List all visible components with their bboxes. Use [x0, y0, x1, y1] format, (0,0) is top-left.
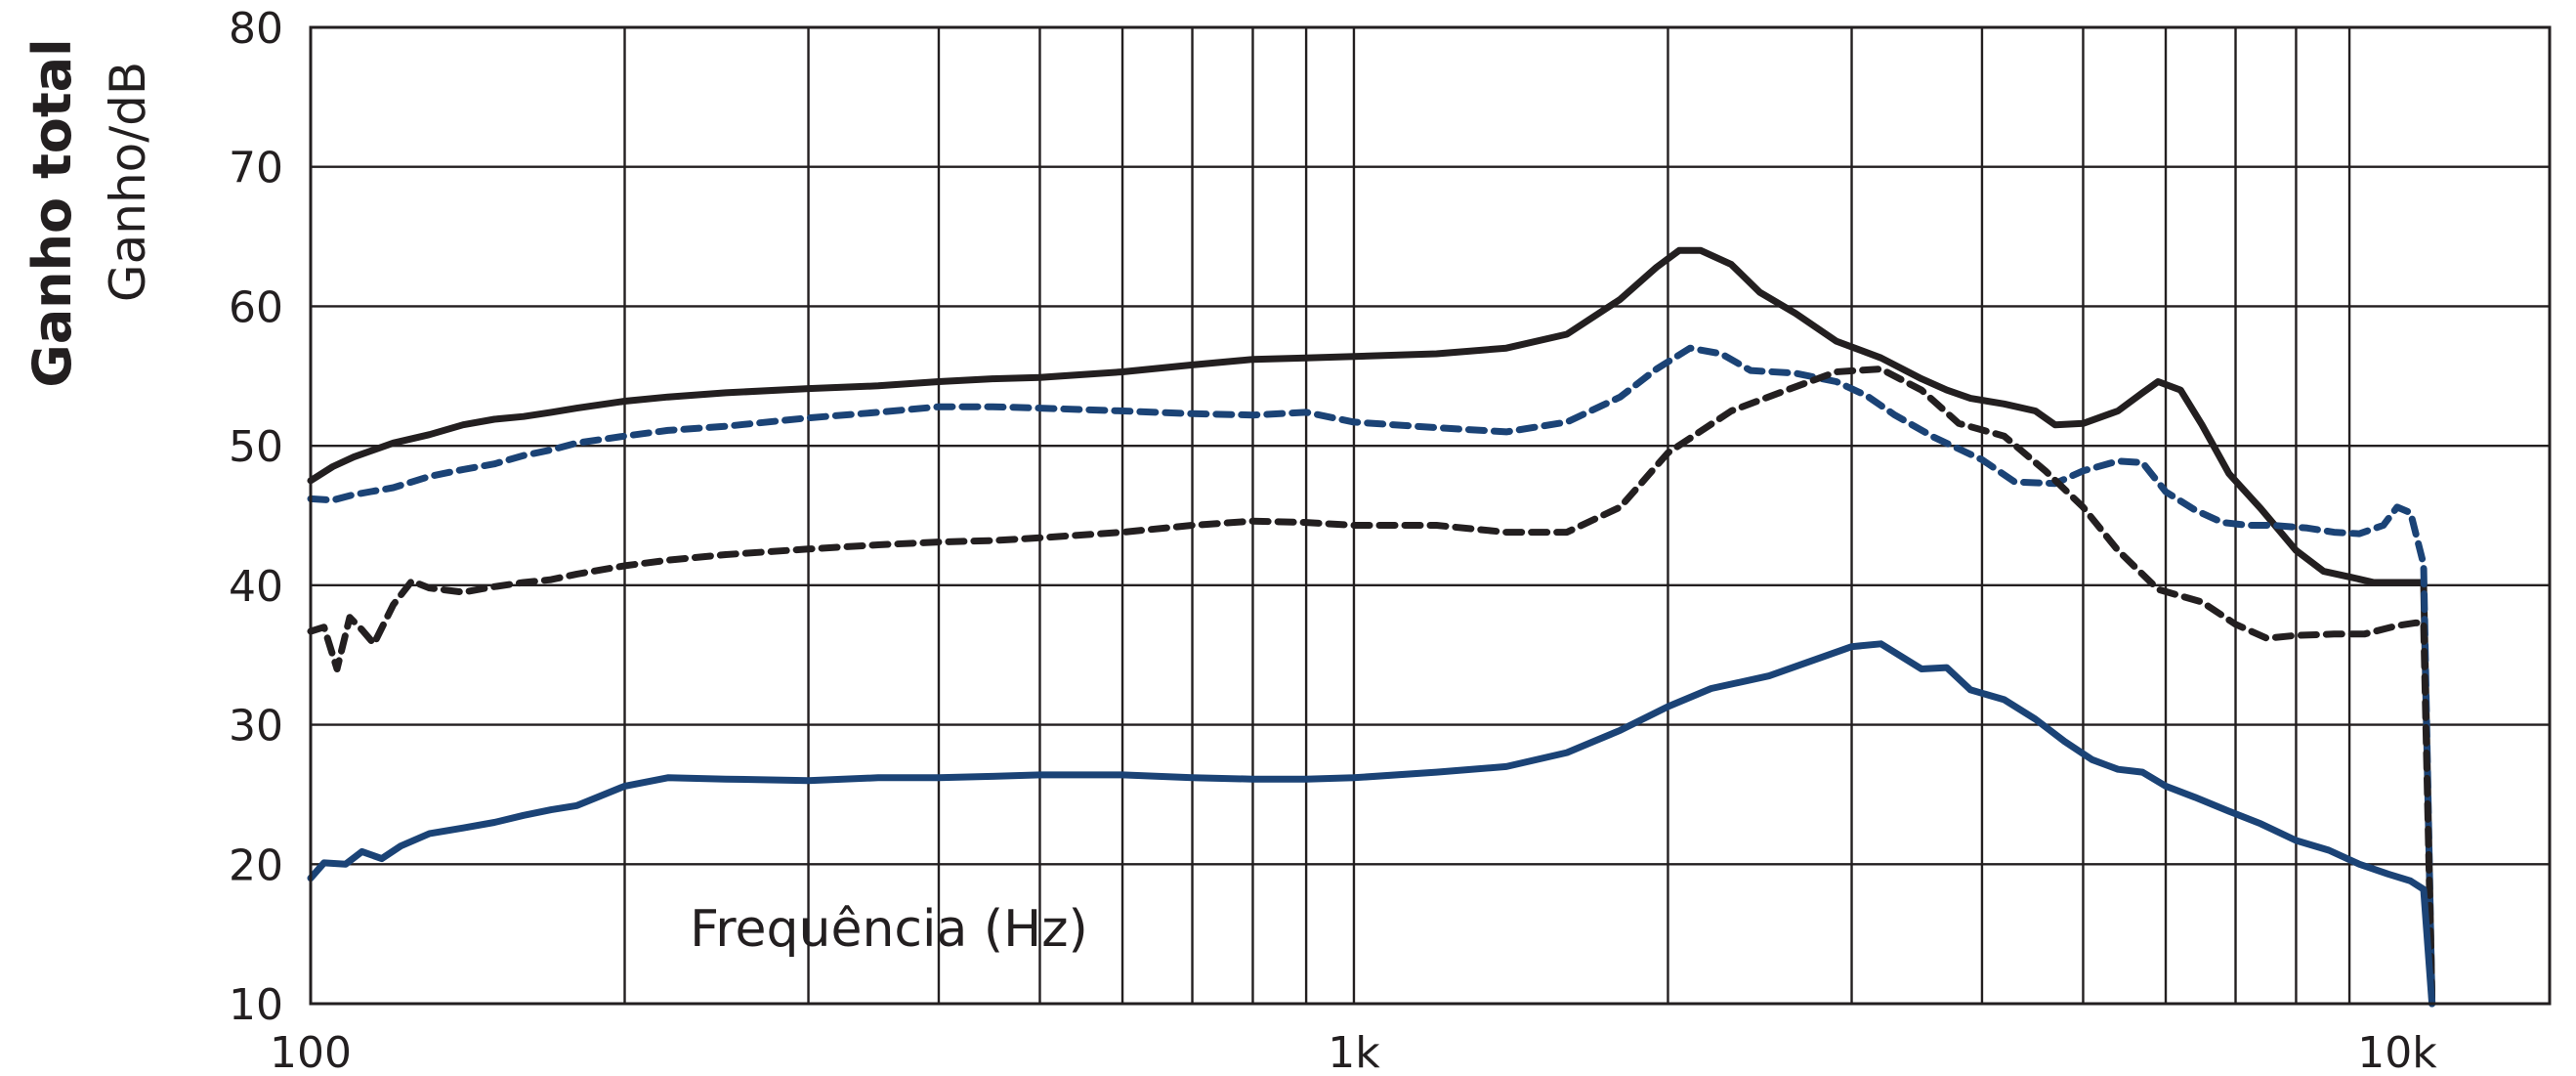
- y-axis-title-bold: Ganho total: [21, 38, 83, 387]
- y-axis-title: Ganho/dB: [100, 62, 156, 302]
- y-tick-label: 60: [229, 282, 283, 332]
- series-line-2: [307, 344, 2436, 1008]
- y-tick-label: 30: [229, 702, 283, 752]
- x-tick-labels: 100 1k 10k: [270, 1028, 2437, 1076]
- plot-frame: [309, 25, 2552, 1006]
- x-tick-label: 10k: [2357, 1028, 2437, 1076]
- series-line-4: [307, 640, 2436, 1008]
- y-tick-label: 80: [229, 4, 283, 54]
- x-axis-title: Frequência (Hz): [690, 900, 1088, 959]
- series-line-1: [307, 246, 2436, 1008]
- y-tick-label: 70: [229, 144, 283, 194]
- x-tick-label: 1k: [1328, 1028, 1380, 1076]
- series-line-3: [307, 366, 2436, 1008]
- x-tick-label: 100: [270, 1028, 352, 1076]
- y-tick-label: 40: [229, 562, 283, 612]
- y-tick-label: 10: [229, 980, 283, 1030]
- grid: [311, 25, 2550, 1006]
- y-tick-labels: 10 20 30 40 50 60 70 80: [229, 4, 283, 1030]
- y-tick-label: 20: [229, 840, 283, 890]
- series-layer: [307, 246, 2436, 1008]
- y-tick-label: 50: [229, 422, 283, 472]
